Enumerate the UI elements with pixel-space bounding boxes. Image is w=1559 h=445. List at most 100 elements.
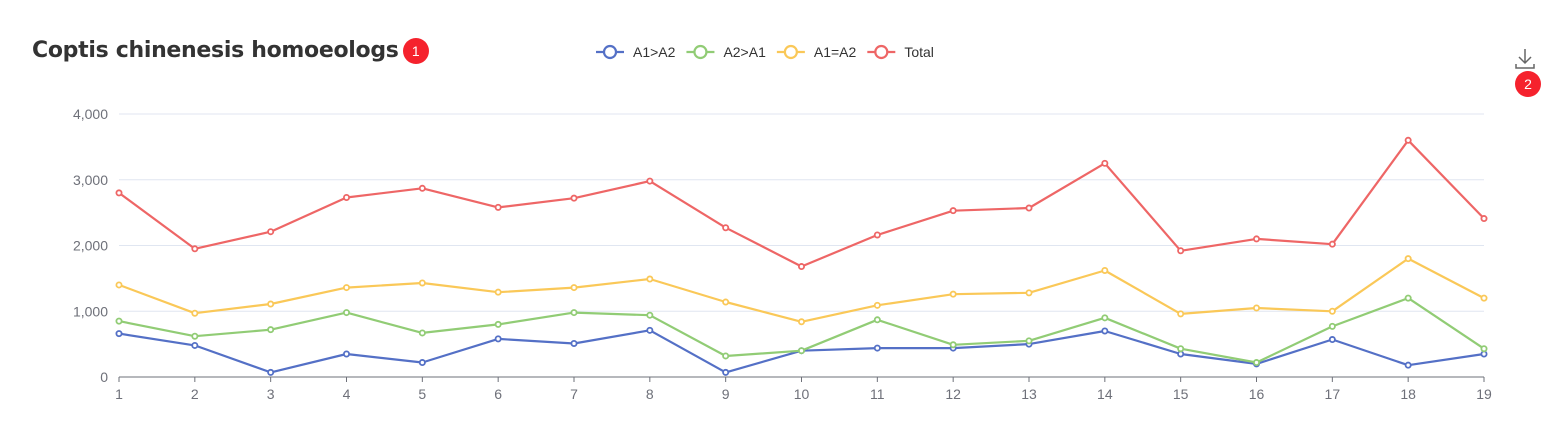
legend-item-total[interactable]: Total — [867, 44, 934, 60]
data-point-total[interactable] — [646, 177, 654, 185]
legend-item-a2-gt-a1[interactable]: A2>A1 — [686, 44, 766, 60]
data-point-a1-eq-a2[interactable] — [1404, 255, 1412, 263]
x-tick-label: 13 — [1021, 386, 1037, 402]
x-tick-label: 16 — [1249, 386, 1265, 402]
data-point-a1-eq-a2[interactable] — [722, 298, 730, 306]
series-line-total — [118, 139, 1485, 268]
data-point-a1-eq-a2[interactable] — [115, 281, 123, 289]
data-point-a1-gt-a2[interactable] — [722, 368, 730, 376]
x-tick-label: 19 — [1476, 386, 1492, 402]
data-point-a2-gt-a1[interactable] — [570, 309, 578, 317]
data-point-a2-gt-a1[interactable] — [267, 326, 275, 334]
data-point-a1-eq-a2[interactable] — [191, 309, 199, 317]
x-tick-label: 2 — [191, 386, 199, 402]
data-point-a1-eq-a2[interactable] — [873, 301, 881, 309]
chart-title: Coptis chinenesis homoeologs 1 — [32, 38, 429, 64]
data-point-a1-gt-a2[interactable] — [191, 341, 199, 349]
data-point-a2-gt-a1[interactable] — [1253, 359, 1261, 367]
data-point-a2-gt-a1[interactable] — [949, 341, 957, 349]
data-point-a1-gt-a2[interactable] — [873, 344, 881, 352]
data-point-total[interactable] — [1253, 235, 1261, 243]
data-point-a2-gt-a1[interactable] — [798, 347, 806, 355]
data-point-a1-gt-a2[interactable] — [267, 368, 275, 376]
legend-symbol — [602, 44, 618, 60]
data-point-total[interactable] — [1480, 215, 1488, 223]
data-point-a2-gt-a1[interactable] — [722, 352, 730, 360]
data-point-a1-gt-a2[interactable] — [342, 350, 350, 358]
data-point-a1-eq-a2[interactable] — [798, 318, 806, 326]
data-point-a1-gt-a2[interactable] — [1025, 340, 1033, 348]
data-point-total[interactable] — [570, 194, 578, 202]
data-point-a2-gt-a1[interactable] — [1404, 294, 1412, 302]
data-point-a1-gt-a2[interactable] — [949, 344, 957, 352]
data-point-a1-gt-a2[interactable] — [1328, 336, 1336, 344]
data-point-a1-eq-a2[interactable] — [494, 288, 502, 296]
data-point-a1-eq-a2[interactable] — [646, 275, 654, 283]
data-point-total[interactable] — [418, 184, 426, 192]
data-point-total[interactable] — [949, 207, 957, 215]
data-point-a1-gt-a2[interactable] — [646, 326, 654, 334]
data-point-total[interactable] — [873, 231, 881, 239]
data-point-a2-gt-a1[interactable] — [646, 311, 654, 319]
data-point-total[interactable] — [722, 224, 730, 232]
x-tick-label: 10 — [794, 386, 810, 402]
x-tick-label: 3 — [267, 386, 275, 402]
data-point-total[interactable] — [342, 194, 350, 202]
data-point-a2-gt-a1[interactable] — [1328, 322, 1336, 330]
data-point-a1-gt-a2[interactable] — [798, 347, 806, 355]
data-point-a1-gt-a2[interactable] — [1480, 350, 1488, 358]
data-point-a2-gt-a1[interactable] — [1480, 345, 1488, 353]
data-point-a1-eq-a2[interactable] — [1025, 289, 1033, 297]
data-point-total[interactable] — [1177, 247, 1185, 255]
data-point-a1-eq-a2[interactable] — [949, 290, 957, 298]
data-point-a1-gt-a2[interactable] — [1404, 361, 1412, 369]
data-point-a1-gt-a2[interactable] — [115, 330, 123, 338]
data-point-a1-gt-a2[interactable] — [1253, 360, 1261, 368]
data-point-total[interactable] — [1025, 204, 1033, 212]
data-point-a1-gt-a2[interactable] — [418, 359, 426, 367]
y-tick-label: 2,000 — [73, 238, 108, 254]
data-point-a1-eq-a2[interactable] — [418, 279, 426, 287]
data-point-total[interactable] — [798, 263, 806, 271]
data-point-a2-gt-a1[interactable] — [494, 320, 502, 328]
y-tick-label: 1,000 — [73, 303, 108, 319]
data-point-total[interactable] — [494, 203, 502, 211]
data-point-a1-eq-a2[interactable] — [267, 300, 275, 308]
data-point-a1-gt-a2[interactable] — [494, 335, 502, 343]
data-point-a2-gt-a1[interactable] — [1101, 314, 1109, 322]
legend-item-a1-gt-a2[interactable]: A1>A2 — [596, 44, 676, 60]
data-point-total[interactable] — [1404, 136, 1412, 144]
data-point-total[interactable] — [1328, 240, 1336, 248]
data-point-a2-gt-a1[interactable] — [418, 329, 426, 337]
legend-label: Total — [904, 44, 934, 60]
data-point-a1-eq-a2[interactable] — [1480, 294, 1488, 302]
data-point-total[interactable] — [191, 245, 199, 253]
legend-symbol — [874, 44, 889, 60]
data-point-total[interactable] — [115, 189, 123, 197]
download-icon[interactable] — [1512, 46, 1538, 72]
data-point-a2-gt-a1[interactable] — [873, 316, 881, 324]
data-point-a2-gt-a1[interactable] — [115, 317, 123, 325]
chart-title-text: Coptis chinenesis homoeologs — [32, 38, 399, 63]
data-point-a1-gt-a2[interactable] — [570, 339, 578, 347]
data-point-a1-eq-a2[interactable] — [1101, 266, 1109, 274]
legend-item-a1-eq-a2[interactable]: A1=A2 — [776, 44, 857, 60]
data-point-a2-gt-a1[interactable] — [1025, 337, 1033, 345]
x-tick-label: 6 — [494, 386, 502, 402]
data-point-a1-gt-a2[interactable] — [1177, 350, 1185, 358]
data-point-a1-eq-a2[interactable] — [570, 284, 578, 292]
data-point-total[interactable] — [267, 228, 275, 236]
x-tick-label: 17 — [1325, 386, 1341, 402]
data-point-a1-eq-a2[interactable] — [1253, 304, 1261, 312]
series-line-a2-gt-a1 — [118, 297, 1485, 364]
data-point-a1-gt-a2[interactable] — [1101, 327, 1109, 335]
data-point-total[interactable] — [1101, 159, 1109, 167]
data-point-a1-eq-a2[interactable] — [342, 284, 350, 292]
data-point-a2-gt-a1[interactable] — [1177, 345, 1185, 353]
data-point-a2-gt-a1[interactable] — [191, 332, 199, 340]
x-tick-label: 15 — [1173, 386, 1189, 402]
data-point-a1-eq-a2[interactable] — [1177, 310, 1185, 318]
data-point-a1-eq-a2[interactable] — [1328, 307, 1336, 315]
data-point-a2-gt-a1[interactable] — [342, 309, 350, 317]
